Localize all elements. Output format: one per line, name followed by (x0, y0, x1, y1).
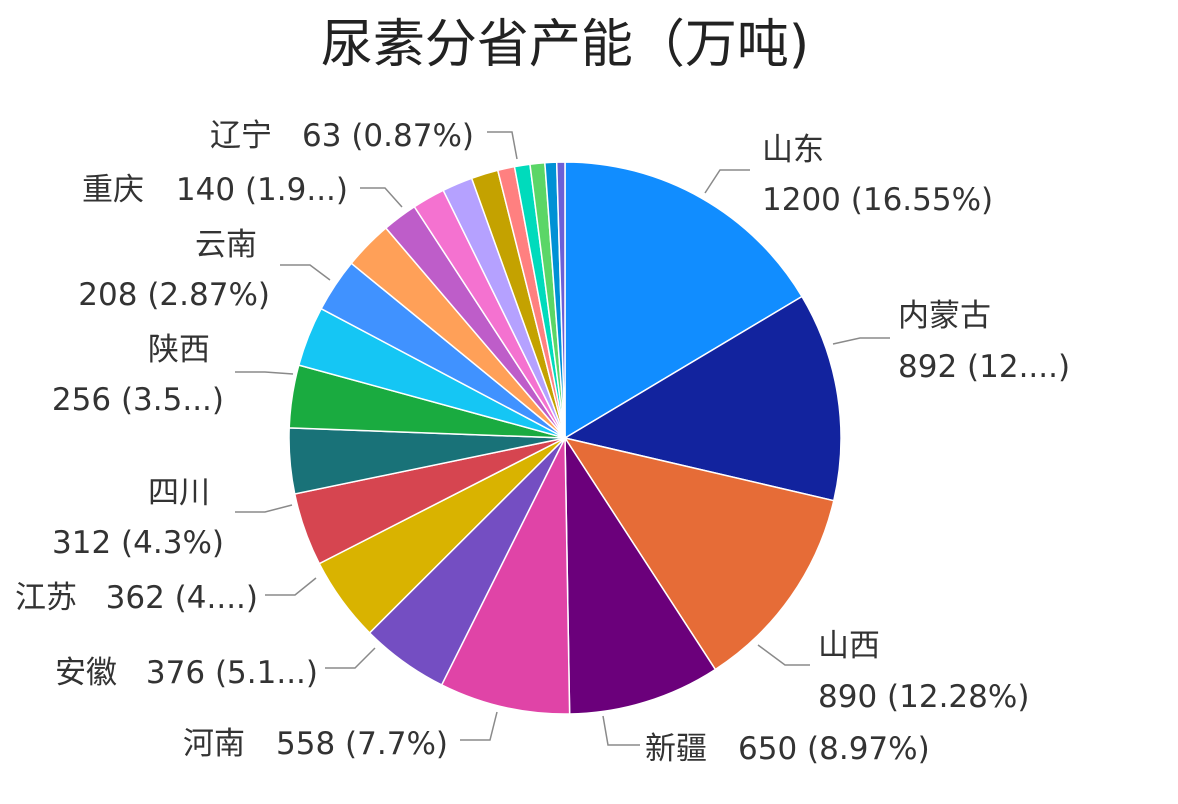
slice-label-liaoning-value: 63 (0.87%) (302, 118, 474, 154)
leader-line-neimenggu (832, 337, 890, 345)
slice-label-shaanxi-value: 256 (3.5...) (52, 382, 224, 418)
pie-slice-21 (555, 161, 566, 439)
pie-slice-3 (564, 435, 717, 715)
leader-line-sichuan (235, 504, 293, 513)
pie-slices (288, 161, 842, 715)
slice-label-shaanxi-name: 陕西 (148, 332, 210, 368)
slice-label-chongqing-value: 140 (1.9...) (176, 172, 348, 208)
slice-label-jiangsu-name: 江苏 (15, 580, 77, 616)
slice-label-anhui-value: 376 (5.1...) (146, 655, 318, 691)
leader-line-xinjiang (602, 715, 640, 746)
slice-label-sichuan-value: 312 (4.3%) (52, 525, 224, 561)
slice-label-henan-name: 河南 (183, 726, 245, 762)
leader-line-jiangsu (265, 577, 317, 596)
leader-line-anhui (325, 647, 376, 669)
slice-label-henan-value: 558 (7.7%) (276, 726, 448, 762)
slice-label-liaoning-name: 辽宁 (210, 118, 272, 154)
leader-line-shaanxi (235, 371, 294, 375)
leader-line-yunnan (280, 264, 331, 281)
slice-label-shanxi-name: 山西 (818, 628, 880, 664)
slice-label-neimenggu-name: 内蒙古 (898, 298, 991, 334)
leader-line-liaoning (487, 131, 518, 160)
slice-label-xinjiang-value: 650 (8.97%) (738, 731, 930, 767)
pie-slice-1 (563, 295, 842, 502)
leader-line-chongqing (360, 187, 403, 208)
slice-labels: 山东 1200 (16.55%) 内蒙古 892 (12....) 山西 890… (15, 118, 1070, 767)
slice-label-shandong-value: 1200 (16.55%) (762, 182, 993, 218)
slice-label-xinjiang-name: 新疆 (645, 731, 707, 767)
slice-label-chongqing-name: 重庆 (82, 172, 144, 208)
leader-line-shanxi (757, 644, 810, 666)
pie-slice-2 (563, 436, 835, 671)
slice-label-sichuan-name: 四川 (148, 475, 210, 511)
pie-slice-0 (564, 161, 803, 440)
slice-label-neimenggu-value: 892 (12....) (898, 349, 1070, 385)
slice-label-shanxi-value: 890 (12.28%) (818, 679, 1029, 715)
slice-label-jiangsu-value: 362 (4....) (106, 580, 258, 616)
slice-label-anhui-name: 安徽 (55, 655, 117, 691)
pie-slice-4 (440, 437, 571, 715)
slice-label-yunnan-name: 云南 (195, 227, 257, 263)
leader-line-henan (460, 711, 498, 741)
leader-line-shandong (704, 169, 750, 194)
slice-label-yunnan-value: 208 (2.87%) (78, 277, 270, 313)
slice-label-shandong-name: 山东 (762, 132, 824, 168)
chart-title: 尿素分省产能（万吨) (321, 15, 809, 75)
